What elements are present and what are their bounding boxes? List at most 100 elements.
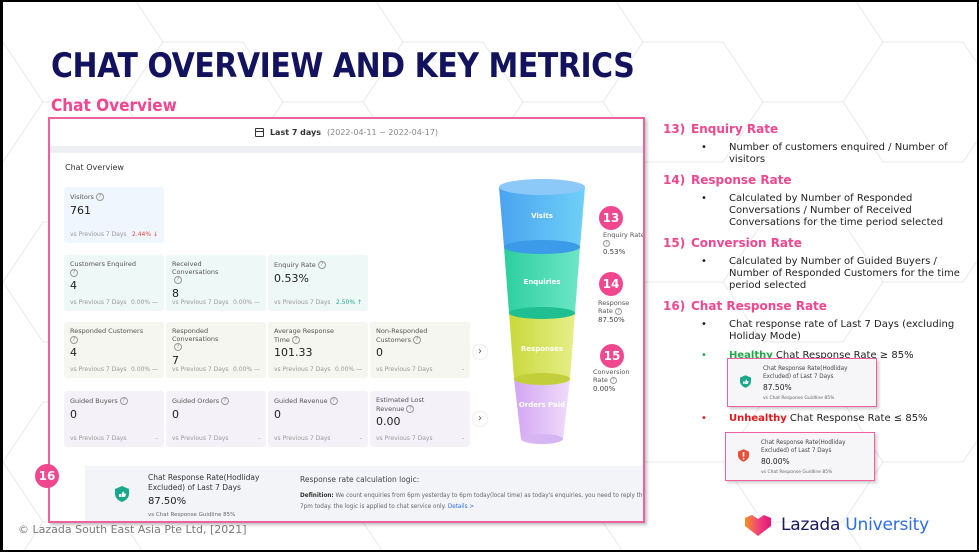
metric-change: 2.44% ↓ bbox=[132, 231, 158, 238]
next-arrow-button[interactable]: › bbox=[473, 345, 487, 359]
metric-value: 0 bbox=[70, 407, 77, 421]
compare-label: vs Previous 7 Days bbox=[274, 366, 331, 373]
bullet-icon: • bbox=[701, 350, 707, 361]
help-icon[interactable]: ? bbox=[174, 343, 182, 351]
rate-value: 0.00% bbox=[593, 385, 616, 393]
help-icon[interactable]: ? bbox=[70, 335, 78, 344]
metric-value: 0.53% bbox=[274, 271, 309, 285]
note-title: Enquiry Rate bbox=[691, 122, 779, 136]
metric-label: Received Conversations bbox=[172, 260, 219, 276]
bullet-icon: • bbox=[701, 193, 707, 204]
card-value: 87.50% bbox=[763, 383, 792, 392]
metric-change: 0.00% — bbox=[131, 366, 158, 373]
metric-label: Guided Revenue bbox=[274, 397, 328, 405]
note-number: 13) bbox=[663, 122, 686, 136]
shield-thumbs-up-icon bbox=[115, 486, 129, 502]
metric-label: Non-Responded Customers bbox=[376, 327, 428, 344]
callout-badge-15: 15 bbox=[600, 344, 624, 368]
help-icon[interactable]: ? bbox=[70, 268, 78, 277]
unhealthy-example-card: Chat Response Rate(Hodliday Excluded) of… bbox=[725, 432, 875, 481]
chat-overview-dashboard: Last 7 days (2022-04-11 ~ 2022-04-17) Ch… bbox=[48, 117, 645, 523]
help-icon[interactable]: ? bbox=[329, 397, 338, 405]
card-title: Chat Response Rate(Hodliday Excluded) of… bbox=[761, 440, 846, 454]
help-icon[interactable]: ? bbox=[291, 335, 300, 344]
logic-definition: Definition: We count enquiries from 6pm … bbox=[300, 491, 645, 513]
panel-title: Chat Overview bbox=[65, 163, 124, 172]
bullet-icon: • bbox=[701, 319, 707, 330]
help-icon[interactable]: ? bbox=[174, 276, 182, 284]
metric-label: Responded Conversations bbox=[172, 327, 219, 343]
metric-value: 101.33 bbox=[274, 346, 313, 359]
metric-value: 0.00 bbox=[376, 415, 401, 428]
card-title: Chat Response Rate(Hodliday Excluded) of… bbox=[763, 366, 848, 380]
metric-change: - bbox=[461, 366, 464, 373]
lazada-heart-icon bbox=[745, 515, 771, 536]
funnel-segment-enquiries: Enquiries bbox=[523, 278, 561, 286]
compare-label: vs Previous 7 Days bbox=[70, 299, 127, 306]
metric-change: - bbox=[257, 435, 260, 442]
metric-label: Responded Customers bbox=[70, 327, 144, 335]
note-text: Number of customers enquired / Number of… bbox=[729, 142, 948, 165]
unhealthy-note: • Unhealthy Chat Response Rate ≤ 85% bbox=[663, 413, 977, 432]
metric-change: - bbox=[155, 435, 158, 442]
help-icon[interactable]: ? bbox=[95, 193, 104, 201]
definition-text: We count enquiries from 6pm yesterday to… bbox=[300, 493, 645, 510]
help-icon[interactable]: ? bbox=[119, 397, 128, 405]
metric-change: - bbox=[359, 435, 362, 442]
funnel-segment-visits: Visits bbox=[531, 212, 553, 220]
metric-label: Guided Orders bbox=[172, 397, 220, 405]
enquiry-rate-indicator: Enquiry Rate? 0.53% bbox=[603, 231, 643, 257]
details-link[interactable]: Details > bbox=[447, 504, 475, 510]
metric-received-conversations: Received Conversations? 8 vs Previous 7 … bbox=[166, 255, 266, 311]
note-heading-conversion-rate: 15) Conversion Rate bbox=[663, 236, 977, 250]
logo-brand: Lazada bbox=[781, 515, 841, 535]
conversion-funnel: Visits Enquiries Responses Orders Paid bbox=[497, 177, 587, 449]
metric-responded-conversations: Responded Conversations? 7 vs Previous 7… bbox=[166, 322, 266, 378]
metric-guided-orders: Guided Orders? 0 vs Previous 7 Days - bbox=[166, 391, 266, 447]
metric-customers-enquired: Customers Enquired? 4 vs Previous 7 Days… bbox=[64, 255, 164, 311]
help-icon[interactable]: ? bbox=[603, 239, 610, 247]
copyright: © Lazada South East Asia Pte Ltd, [2021] bbox=[18, 523, 247, 536]
metric-label: Visitors bbox=[70, 193, 94, 201]
metric-change: 2.50% ↑ bbox=[336, 299, 362, 306]
metric-estimated-lost-revenue: Estimated Lost Revenue? 0.00 vs Previous… bbox=[370, 391, 470, 447]
note-number: 14) bbox=[663, 173, 686, 187]
metric-change: 0.00% — bbox=[233, 299, 260, 306]
compare-label: vs Previous 7 Days bbox=[172, 366, 229, 373]
bullet-icon: • bbox=[701, 142, 707, 153]
help-icon[interactable]: ? bbox=[406, 404, 415, 413]
note-bullet: • Number of customers enquired / Number o… bbox=[663, 142, 977, 166]
help-icon[interactable]: ? bbox=[614, 307, 622, 315]
metric-average-response-time: Average Response Time? 101.33 vs Previou… bbox=[268, 322, 368, 378]
funnel-segment-responses: Responses bbox=[520, 345, 564, 353]
rate-value: 87.50% bbox=[598, 316, 625, 324]
metric-change: - bbox=[461, 435, 464, 442]
help-icon[interactable]: ? bbox=[412, 335, 421, 344]
divider bbox=[50, 146, 643, 153]
metric-value: 4 bbox=[70, 346, 77, 359]
shield-thumbs-up-icon bbox=[740, 375, 751, 388]
help-icon[interactable]: ? bbox=[609, 376, 617, 384]
help-icon[interactable]: ? bbox=[317, 261, 326, 269]
date-filter-label: Last 7 days bbox=[269, 128, 322, 137]
metric-label: Estimated Lost Revenue bbox=[376, 396, 425, 413]
metric-value: 0 bbox=[172, 407, 179, 421]
metric-change: 0.00% — bbox=[233, 366, 260, 373]
compare-label: vs Previous 7 Days bbox=[172, 435, 229, 442]
metric-label: Customers Enquired bbox=[70, 260, 136, 268]
date-filter[interactable]: Last 7 days (2022-04-11 ~ 2022-04-17) bbox=[50, 119, 643, 146]
metric-change: 0.00% — bbox=[335, 366, 362, 373]
callout-badge-14: 14 bbox=[599, 272, 623, 296]
shield-alert-icon bbox=[738, 449, 749, 462]
healthy-label: Healthy bbox=[729, 350, 773, 361]
lazada-university-logo: Lazada University bbox=[743, 512, 929, 538]
healthy-bullet: • Healthy Chat Response Rate ≥ 85% bbox=[663, 350, 977, 362]
rate-label: Conversion Rate bbox=[593, 368, 630, 384]
help-icon[interactable]: ? bbox=[221, 397, 230, 405]
compare-label: vs Previous 7 Days bbox=[70, 231, 127, 238]
card-guideline: vs Chat Response Guidline 85% bbox=[761, 470, 833, 475]
metric-value: 0 bbox=[376, 346, 383, 359]
next-arrow-button[interactable]: › bbox=[473, 412, 487, 426]
metric-label: Average Response Time bbox=[274, 327, 334, 344]
